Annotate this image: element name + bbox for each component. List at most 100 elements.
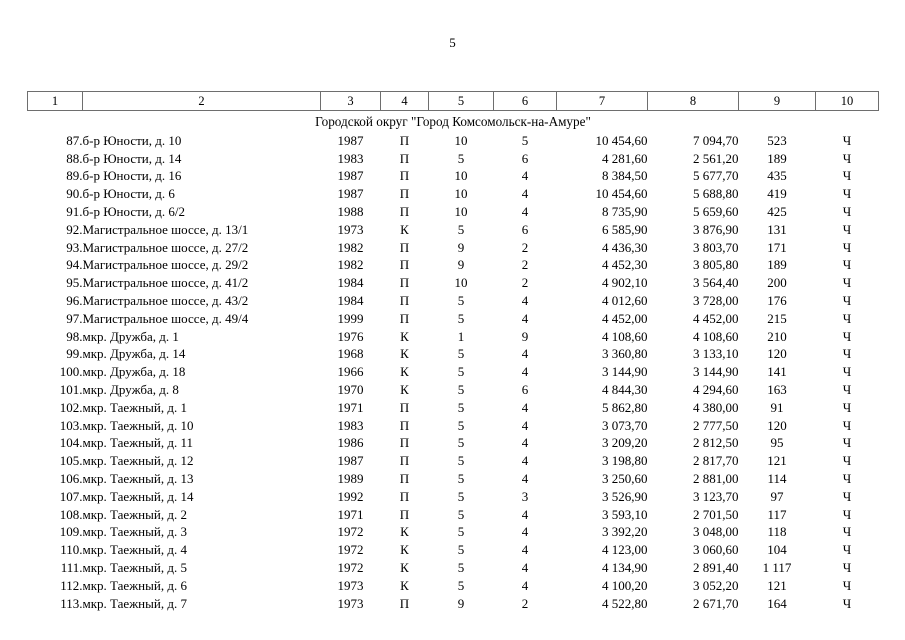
cell-col5: 5 <box>457 560 465 576</box>
cell-col5: 9 <box>457 239 465 255</box>
cell-wall-material: К <box>400 328 409 344</box>
cell-col5: 5 <box>457 310 465 326</box>
column-header-3: 3 <box>320 91 381 111</box>
cell-year: 1989 <box>337 471 364 487</box>
cell-col8: 3 728,00 <box>693 293 739 309</box>
cell-col7: 5 862,80 <box>602 399 648 415</box>
cell-col8: 3 564,40 <box>693 275 739 291</box>
cell-mark: Ч <box>842 310 852 326</box>
cell-address: б-р Юности, д. 10 <box>82 132 182 148</box>
cell-col8: 2 701,50 <box>693 506 739 522</box>
cell-col7: 4 844,30 <box>602 382 648 398</box>
cell-col6: 4 <box>521 186 529 202</box>
cell-row-number: 88. <box>66 150 83 166</box>
cell-mark: Ч <box>842 257 852 273</box>
cell-mark: Ч <box>842 364 852 380</box>
table-row: 93. Магистральное шоссе, д. 27/2 1982 П 9 2 4 … <box>28 239 879 257</box>
cell-row-number: 106. <box>59 471 83 487</box>
cell-col7: 8 384,50 <box>602 168 648 184</box>
cell-year: 1984 <box>337 293 364 309</box>
cell-col6: 4 <box>521 524 529 540</box>
cell-col9: 91 <box>770 399 784 415</box>
cell-address: мкр. Таежный, д. 10 <box>82 417 194 433</box>
cell-mark: Ч <box>842 168 852 184</box>
cell-mark: Ч <box>842 382 852 398</box>
table-row: 91. б-р Юности, д. 6/2 1988 П 10 4 8 735,90 5 6… <box>28 203 879 221</box>
cell-wall-material: П <box>399 506 410 522</box>
cell-row-number: 91. <box>66 204 83 220</box>
cell-col6: 4 <box>521 364 529 380</box>
cell-mark: Ч <box>842 542 852 558</box>
cell-wall-material: К <box>400 542 409 558</box>
cell-col8: 3 805,80 <box>693 257 739 273</box>
cell-address: б-р Юности, д. 14 <box>82 150 182 166</box>
cell-col5: 10 <box>454 204 468 220</box>
cell-wall-material: П <box>399 239 410 255</box>
cell-col9: 120 <box>767 417 787 433</box>
cell-wall-material: П <box>399 293 410 309</box>
cell-col8: 3 060,60 <box>693 542 739 558</box>
cell-year: 1968 <box>337 346 364 362</box>
cell-year: 1982 <box>337 239 364 255</box>
cell-col9: 435 <box>767 168 787 184</box>
cell-mark: Ч <box>842 471 852 487</box>
table-row: 109. мкр. Таежный, д. 3 1972 К 5 4 3 392,20 3 0… <box>28 524 879 542</box>
cell-address: Магистральное шоссе, д. 43/2 <box>82 293 249 309</box>
cell-year: 1971 <box>337 506 364 522</box>
column-header-2: 2 <box>82 91 321 111</box>
cell-address: мкр. Дружба, д. 1 <box>82 328 179 344</box>
table-row: 98. мкр. Дружба, д. 1 1976 К 1 9 4 108,60 4 108… <box>28 328 879 346</box>
cell-address: мкр. Таежный, д. 1 <box>82 399 187 415</box>
table-row: 97. Магистральное шоссе, д. 49/4 1999 П 5 4 4 … <box>28 310 879 328</box>
cell-col8: 7 094,70 <box>693 132 739 148</box>
cell-col8: 2 812,50 <box>693 435 739 451</box>
cell-year: 1988 <box>337 204 364 220</box>
cell-col7: 4 123,00 <box>602 542 648 558</box>
cell-col9: 117 <box>767 506 787 522</box>
cell-row-number: 92. <box>66 221 83 237</box>
cell-col7: 3 073,70 <box>602 417 648 433</box>
cell-year: 1972 <box>337 542 364 558</box>
section-title: Городской округ "Город Комсомольск-на-Ам… <box>315 113 591 129</box>
cell-col5: 5 <box>457 346 465 362</box>
cell-row-number: 105. <box>59 453 83 469</box>
cell-mark: Ч <box>842 417 852 433</box>
cell-col9: 97 <box>770 488 784 504</box>
table-row: 111. мкр. Таежный, д. 5 1972 К 5 4 4 134,90 2 8… <box>28 559 879 577</box>
cell-row-number: 108. <box>59 506 83 522</box>
cell-col7: 4 452,30 <box>602 257 648 273</box>
cell-col6: 4 <box>521 577 529 593</box>
cell-mark: Ч <box>842 150 852 166</box>
cell-year: 1987 <box>337 168 364 184</box>
cell-col8: 4 294,60 <box>693 382 739 398</box>
cell-col9: 121 <box>767 577 787 593</box>
cell-row-number: 104. <box>59 435 83 451</box>
cell-col5: 5 <box>457 293 465 309</box>
table-row: 113. мкр. Таежный, д. 7 1973 П 9 2 4 522,80 2 6… <box>28 595 879 613</box>
table-row: 104. мкр. Таежный, д. 11 1986 П 5 4 3 209,20 2 … <box>28 435 879 453</box>
cell-col9: 189 <box>767 257 787 273</box>
cell-col6: 5 <box>521 132 529 148</box>
cell-col6: 4 <box>521 435 529 451</box>
cell-wall-material: К <box>400 382 409 398</box>
cell-row-number: 101. <box>59 382 83 398</box>
column-header-row: 1 2 3 4 5 6 7 8 9 10 <box>27 91 879 111</box>
cell-col7: 4 452,00 <box>602 310 648 326</box>
cell-col5: 9 <box>457 257 465 273</box>
column-header-7: 7 <box>556 91 648 111</box>
cell-row-number: 111. <box>60 560 83 576</box>
data-rows: Городской округ "Город Комсомольск-на-Ам… <box>28 111 879 613</box>
cell-wall-material: П <box>399 471 410 487</box>
table-row: 94. Магистральное шоссе, д. 29/2 1982 П 9 2 4 … <box>28 257 879 275</box>
cell-mark: Ч <box>842 435 852 451</box>
cell-address: мкр. Таежный, д. 11 <box>82 435 193 451</box>
cell-col5: 5 <box>457 150 465 166</box>
cell-year: 1987 <box>337 453 364 469</box>
cell-wall-material: П <box>399 417 410 433</box>
cell-row-number: 97. <box>66 310 83 326</box>
cell-wall-material: К <box>400 524 409 540</box>
cell-col7: 10 454,60 <box>595 186 648 202</box>
cell-col7: 3 392,20 <box>602 524 648 540</box>
cell-row-number: 90. <box>66 186 83 202</box>
column-header-6: 6 <box>493 91 557 111</box>
